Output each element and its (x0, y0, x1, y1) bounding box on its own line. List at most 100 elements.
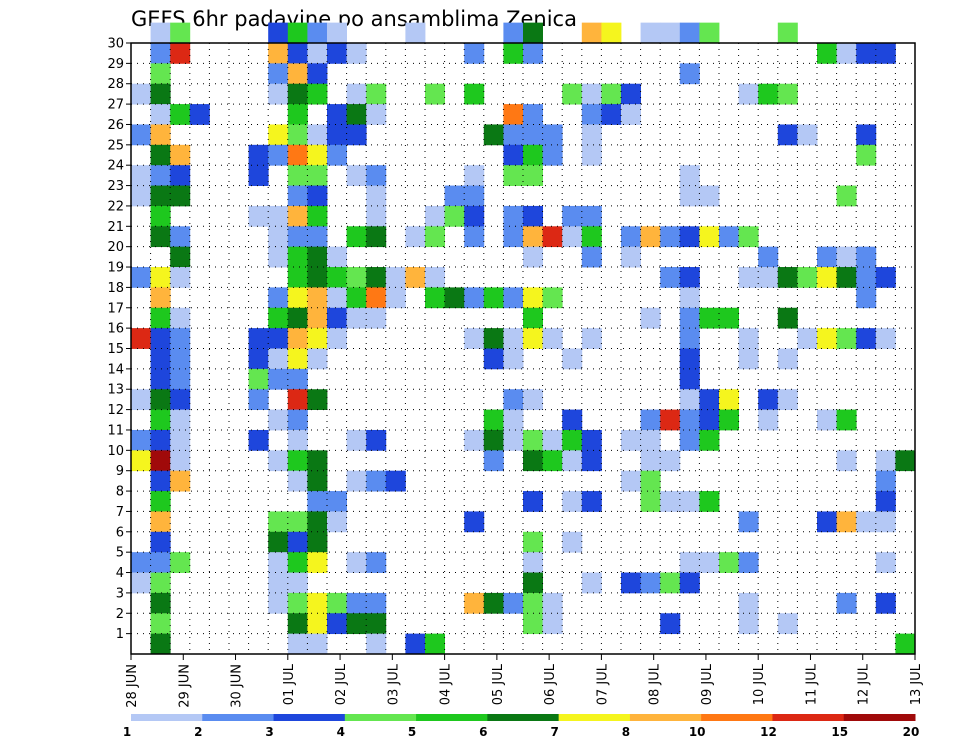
heatmap-cell (660, 613, 681, 635)
heatmap-cell (150, 165, 171, 186)
heatmap-cell (366, 165, 387, 186)
heatmap-cell (307, 205, 328, 227)
heatmap-cell (660, 409, 681, 431)
heatmap-cell (699, 22, 720, 44)
heatmap-cell (268, 43, 289, 64)
heatmap-cell (679, 572, 700, 594)
heatmap-cell (268, 511, 289, 533)
heatmap-cell (444, 205, 465, 227)
heatmap-cell (621, 572, 641, 594)
heatmap-cell (777, 348, 798, 370)
heatmap-cell (405, 226, 426, 248)
heatmap-cell (287, 389, 308, 410)
heatmap-cell (346, 83, 367, 105)
heatmap-cell (307, 613, 328, 635)
heatmap-cell (777, 613, 798, 635)
heatmap-cell (150, 267, 171, 288)
heatmap-cell (307, 450, 328, 472)
heatmap-cell (307, 552, 328, 573)
heatmap-cell (170, 368, 191, 390)
heatmap-cell (601, 104, 622, 125)
heatmap-cell (875, 328, 896, 349)
heatmap-cell (150, 491, 171, 512)
heatmap-cell (797, 267, 818, 288)
x-tick-label: 12 JUL (857, 663, 872, 705)
heatmap-cell (366, 267, 387, 288)
heatmap-cell (248, 348, 269, 370)
heatmap-cell (679, 287, 700, 309)
heatmap-cell (875, 267, 896, 288)
heatmap-cell (287, 205, 308, 227)
x-tick-label: 13 JUL (909, 663, 924, 705)
heatmap-cell (268, 226, 289, 248)
heatmap-cell (503, 104, 524, 125)
heatmap-cell (366, 287, 387, 309)
heatmap-cell (523, 613, 543, 635)
heatmap-cell (679, 165, 700, 186)
heatmap-cell (307, 389, 328, 410)
heatmap-cell (346, 592, 367, 614)
heatmap-cell (464, 429, 485, 451)
heatmap-cell (523, 104, 543, 125)
heatmap-cell (366, 552, 387, 573)
x-tick-label: 11 JUL (804, 663, 819, 705)
y-tick-label: 9 (116, 464, 124, 479)
y-tick-label: 8 (116, 485, 124, 500)
y-tick-label: 23 (107, 179, 124, 194)
colorbar-swatch (344, 714, 417, 721)
heatmap-cell (150, 307, 171, 329)
heatmap-cell (170, 43, 191, 64)
heatmap-cell (503, 287, 524, 309)
heatmap-cell (170, 552, 191, 573)
heatmap-cell (268, 307, 289, 329)
heatmap-cell (248, 205, 269, 227)
heatmap-cell (523, 144, 543, 166)
heatmap-cell (287, 511, 308, 533)
heatmap-cell (699, 429, 720, 451)
colorbar-swatch (202, 714, 275, 721)
heatmap-cell (679, 226, 700, 248)
colorbar-label: 3 (265, 725, 273, 739)
heatmap-cell (523, 226, 543, 248)
heatmap-cell (150, 144, 171, 166)
heatmap-cell (170, 348, 191, 370)
heatmap-cell (856, 287, 877, 309)
heatmap-cell (503, 429, 524, 451)
heatmap-cell (150, 205, 171, 227)
heatmap-cell (483, 429, 504, 451)
heatmap-cell (150, 592, 171, 614)
colorbar-label: 6 (479, 725, 487, 739)
heatmap-cell (287, 572, 308, 594)
heatmap-cell (287, 104, 308, 125)
heatmap-cell (150, 43, 171, 64)
colorbar-swatch (487, 714, 560, 721)
heatmap-cell (581, 83, 602, 105)
heatmap-cell (523, 552, 543, 573)
heatmap-cell (875, 470, 896, 492)
colorbar-label: 7 (550, 725, 558, 739)
heatmap-cell (777, 389, 798, 410)
heatmap-cell (405, 633, 426, 655)
heatmap-cell (287, 226, 308, 248)
heatmap-cell (327, 43, 347, 64)
y-tick-label: 24 (107, 159, 124, 174)
heatmap-cell (268, 246, 289, 268)
heatmap-cell (542, 144, 563, 166)
heatmap-cell (758, 83, 779, 105)
heatmap-cell (385, 267, 406, 288)
colorbar-swatch (701, 714, 773, 721)
heatmap-cell (287, 267, 308, 288)
heatmap-cell (581, 104, 602, 125)
y-tick-label: 2 (116, 607, 124, 622)
heatmap-cell (660, 22, 681, 44)
heatmap-cell (366, 185, 387, 207)
heatmap-cell (817, 511, 837, 533)
heatmap-cell (150, 531, 171, 553)
heatmap-cell (268, 63, 289, 85)
heatmap-cell (542, 328, 563, 349)
x-axis: 28 JUN 29 JUN 30 JUN 01 JUL 02 JUL 03 JUL 04 J… (125, 654, 924, 708)
y-tick-label: 1 (116, 627, 124, 642)
heatmap-cell (483, 287, 504, 309)
heatmap-cell (738, 348, 759, 370)
y-tick-label: 27 (107, 98, 124, 113)
